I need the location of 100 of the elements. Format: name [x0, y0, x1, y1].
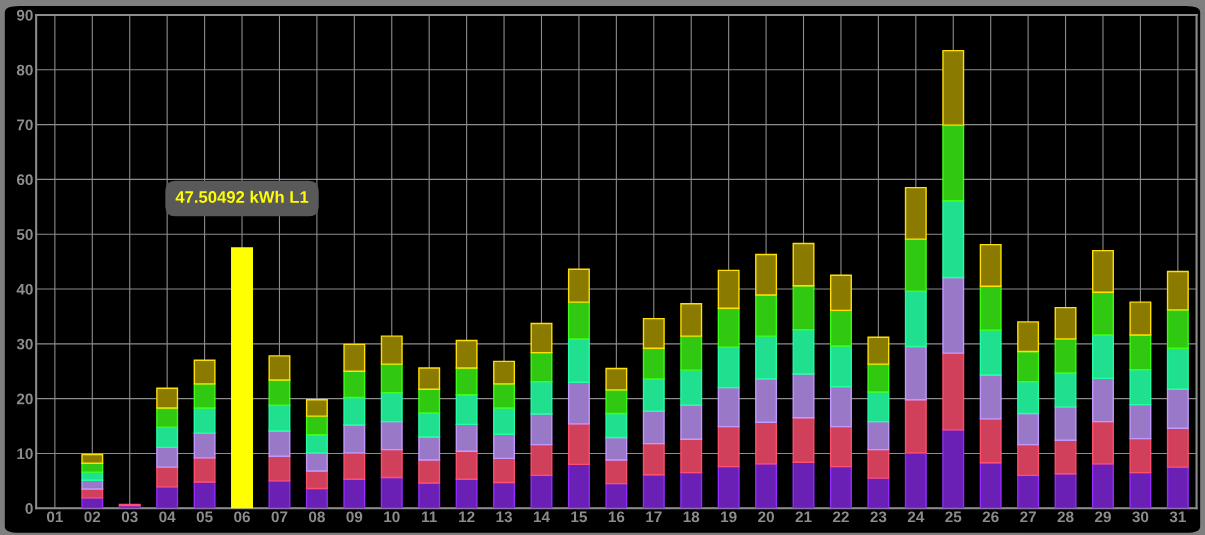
x-tick-label: 11	[422, 511, 437, 523]
bar	[418, 388, 441, 414]
bar	[305, 399, 328, 417]
y-tick-label: 20	[16, 393, 33, 405]
bar	[867, 420, 890, 451]
bar	[755, 294, 778, 337]
bar	[193, 432, 216, 459]
bar	[1129, 471, 1152, 509]
bar	[156, 407, 179, 428]
x-tick-label: 02	[84, 511, 101, 523]
bar	[305, 415, 328, 436]
bar	[1129, 403, 1152, 440]
y-tick-label: 80	[16, 64, 33, 76]
bar	[605, 389, 628, 415]
x-tick-label: 31	[1169, 511, 1186, 523]
bar	[380, 363, 403, 394]
x-tick-label: 15	[571, 511, 587, 523]
bar	[979, 418, 1002, 464]
bar	[418, 436, 441, 461]
bar	[343, 478, 366, 509]
bar	[1129, 437, 1152, 474]
bar	[717, 269, 740, 309]
bar	[81, 479, 104, 490]
bar	[305, 452, 328, 472]
bar	[455, 394, 478, 426]
bar	[1166, 388, 1189, 429]
bar	[567, 423, 590, 466]
bar	[418, 412, 441, 438]
bar	[605, 367, 628, 391]
bar	[1129, 334, 1152, 371]
bar	[567, 301, 590, 340]
bar	[642, 442, 665, 476]
x-tick-label: 18	[683, 511, 700, 523]
bar	[979, 285, 1002, 331]
bar	[380, 476, 403, 509]
x-tick-label: 08	[309, 511, 325, 523]
bar	[1091, 420, 1114, 465]
bar	[942, 200, 965, 279]
bar	[530, 380, 553, 415]
bar	[642, 474, 665, 509]
bar	[829, 274, 852, 312]
annotation: 47.50492 kWh L1	[175, 190, 309, 203]
x-tick-label: 23	[870, 511, 887, 523]
bar	[1129, 301, 1152, 336]
bar	[642, 347, 665, 380]
x-tick-label: 29	[1095, 511, 1111, 523]
bar	[380, 420, 403, 451]
bar	[979, 462, 1002, 509]
bar	[156, 426, 179, 449]
bar	[755, 253, 778, 296]
x-tick-label: 21	[795, 511, 812, 523]
bar	[343, 343, 366, 372]
bar	[867, 363, 890, 393]
bar	[1017, 474, 1040, 509]
x-tick-label: 07	[271, 511, 288, 523]
y-tick-label: 10	[17, 448, 33, 460]
bar	[380, 335, 403, 365]
bar	[343, 424, 366, 454]
bar	[567, 268, 590, 303]
bar	[231, 247, 254, 509]
bar	[156, 486, 179, 509]
bar	[680, 404, 703, 440]
bar	[755, 378, 778, 423]
bar	[1091, 377, 1114, 423]
bar	[792, 417, 815, 463]
x-tick-label: 25	[945, 511, 962, 523]
bar	[680, 369, 703, 406]
bar	[268, 355, 291, 381]
bar	[867, 477, 890, 509]
bar	[193, 383, 216, 409]
bar	[680, 303, 703, 337]
bar	[605, 482, 628, 509]
bar	[193, 359, 216, 385]
bar	[455, 339, 478, 369]
x-tick-label: 20	[758, 511, 774, 523]
x-tick-label: 16	[608, 511, 625, 523]
bar	[193, 481, 216, 509]
bar	[792, 285, 815, 331]
bar	[829, 345, 852, 388]
bar	[530, 351, 553, 383]
x-tick-label: 13	[496, 511, 512, 523]
bar	[305, 470, 328, 490]
bar	[1129, 368, 1152, 406]
bar	[904, 399, 927, 454]
x-tick-label: 12	[459, 511, 475, 523]
bar	[343, 396, 366, 426]
bar	[493, 360, 516, 385]
bar	[418, 367, 441, 391]
bar	[493, 457, 516, 484]
bar	[717, 425, 740, 468]
bar	[680, 438, 703, 474]
bar	[605, 459, 628, 485]
bar	[567, 381, 590, 425]
bar	[493, 433, 516, 460]
bar	[343, 370, 366, 399]
x-tick-label: 28	[1057, 511, 1074, 523]
bar	[1054, 473, 1077, 509]
y-tick-label: 60	[16, 174, 33, 186]
bar	[81, 488, 104, 499]
bar	[792, 328, 815, 375]
